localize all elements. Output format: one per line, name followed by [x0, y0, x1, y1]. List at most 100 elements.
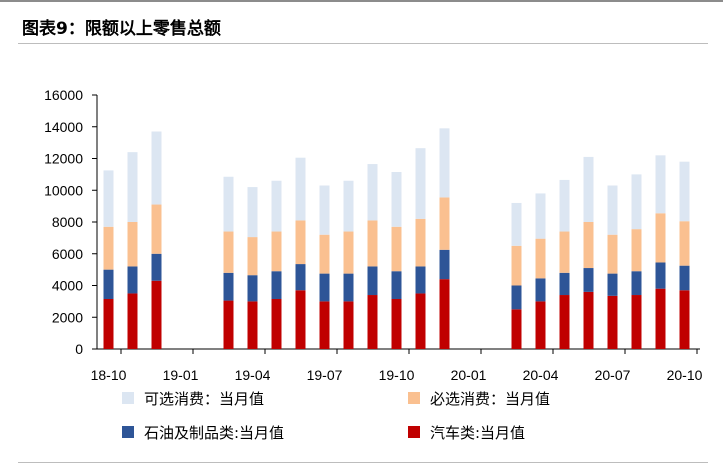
x-axis: 18-10 19-01 19-04 19-07 19-10 20-01 20-04 20-07… — [91, 348, 703, 383]
title-rule — [18, 43, 708, 44]
bar-segment-series-2 — [511, 245, 522, 286]
bar-segment-series-1 — [583, 268, 594, 292]
bar-segment-series-1 — [607, 273, 618, 296]
bottom-rule — [18, 462, 708, 463]
bar-segment-series-2 — [535, 238, 546, 279]
legend-swatch — [408, 392, 420, 404]
bar-segment-series-2 — [631, 229, 642, 272]
bar-segment-series-3 — [343, 180, 354, 232]
bar-segment-series-2 — [271, 231, 282, 272]
y-tick-label: 12000 — [44, 151, 83, 167]
y-tick-label: 10000 — [44, 182, 83, 198]
y-tick-label: 0 — [75, 341, 83, 357]
bar-segment-series-3 — [679, 161, 690, 222]
bar-segment-series-0 — [151, 280, 162, 349]
bar-segment-series-1 — [367, 266, 378, 296]
bar-segment-series-0 — [439, 279, 450, 349]
legend-swatch — [122, 426, 134, 438]
bar-segment-series-1 — [535, 278, 546, 302]
bar-segment-series-1 — [631, 271, 642, 296]
x-tick-label: 20-01 — [451, 367, 487, 383]
legend-label: 必选消费：当月值 — [430, 390, 550, 408]
bar-segment-series-2 — [343, 231, 354, 274]
bar-segment-series-3 — [319, 185, 330, 235]
x-tick-label: 20-10 — [667, 367, 703, 383]
bar-segment-series-0 — [607, 295, 618, 349]
bar-segment-series-1 — [439, 249, 450, 280]
bar-segment-series-0 — [127, 293, 138, 349]
bar-segment-series-0 — [319, 301, 330, 349]
bar-segment-series-2 — [391, 226, 402, 272]
bar-segment-series-2 — [559, 231, 570, 273]
y-tick-label: 6000 — [52, 246, 83, 262]
bar-segment-series-2 — [103, 226, 114, 270]
bar-segment-series-2 — [655, 213, 666, 263]
bar-segment-series-0 — [583, 291, 594, 349]
bar-segment-series-1 — [295, 264, 306, 291]
bar-segment-series-0 — [631, 295, 642, 349]
bar-segment-series-1 — [655, 262, 666, 289]
bar-segment-series-1 — [679, 265, 690, 291]
bar-segment-series-1 — [319, 273, 330, 302]
bar-segment-series-2 — [247, 237, 258, 276]
bar-segment-series-1 — [151, 253, 162, 281]
bar-segment-series-2 — [151, 204, 162, 254]
bar-segment-series-0 — [223, 300, 234, 349]
bar-segment-series-2 — [607, 234, 618, 274]
chart-title: 图表9：限额以上零售总额 — [22, 19, 221, 39]
bar-segment-series-3 — [559, 179, 570, 232]
bar-segment-series-0 — [367, 295, 378, 349]
bar-segment-series-3 — [415, 148, 426, 219]
y-tick-label: 2000 — [52, 309, 83, 325]
bar-segment-series-3 — [439, 128, 450, 198]
x-tick-label: 19-04 — [235, 367, 271, 383]
bar-segment-series-0 — [343, 301, 354, 349]
bar-segment-series-1 — [391, 271, 402, 299]
bar-segment-series-0 — [103, 298, 114, 349]
bar-segment-series-2 — [583, 222, 594, 269]
bar-segment-series-2 — [439, 197, 450, 250]
y-tick-label: 4000 — [52, 278, 83, 294]
bar-segment-series-1 — [127, 266, 138, 294]
bar-segment-series-3 — [607, 185, 618, 235]
legend-label: 石油及制品类:当月值 — [144, 424, 284, 442]
x-tick-label: 20-07 — [595, 367, 631, 383]
bar-segment-series-0 — [247, 301, 258, 349]
bar-segment-series-0 — [271, 298, 282, 349]
bar-segment-series-0 — [391, 298, 402, 349]
bar-segment-series-0 — [511, 309, 522, 349]
bar-segment-series-2 — [127, 222, 138, 267]
bar-segment-series-1 — [247, 275, 258, 302]
bar-segment-series-2 — [319, 234, 330, 274]
bar-segment-series-3 — [295, 157, 306, 221]
bar-segment-series-1 — [559, 272, 570, 296]
x-tick-label: 19-01 — [163, 367, 199, 383]
bar-segment-series-3 — [631, 174, 642, 230]
bar-segment-series-1 — [415, 266, 426, 294]
bar-segment-series-3 — [655, 155, 666, 214]
bar-segment-series-0 — [559, 295, 570, 349]
bar-segment-series-1 — [103, 269, 114, 299]
bar-segment-series-2 — [679, 221, 690, 266]
x-tick-label: 19-07 — [307, 367, 343, 383]
bar-segment-series-3 — [247, 187, 258, 238]
bar-segment-series-3 — [391, 171, 402, 227]
legend-label: 可选消费：当月值 — [144, 390, 264, 408]
bar-segment-series-3 — [511, 202, 522, 246]
bar-segment-series-1 — [511, 285, 522, 310]
legend-label: 汽车类:当月值 — [430, 424, 525, 442]
bar-segment-series-3 — [151, 131, 162, 205]
bar-segment-series-2 — [223, 231, 234, 273]
legend-swatch — [122, 392, 134, 404]
y-tick-label: 8000 — [52, 214, 83, 230]
bars — [103, 128, 690, 349]
x-tick-label: 20-04 — [523, 367, 559, 383]
y-axis: 0 2000 4000 6000 8000 10000 12000 14000 16000 — [44, 87, 98, 357]
bar-segment-series-3 — [535, 193, 546, 239]
bar-segment-series-0 — [655, 288, 666, 349]
bar-segment-series-0 — [535, 301, 546, 349]
bar-segment-series-1 — [223, 272, 234, 301]
top-rule — [0, 0, 723, 2]
bar-segment-series-3 — [271, 180, 282, 232]
bar-segment-series-3 — [127, 152, 138, 222]
